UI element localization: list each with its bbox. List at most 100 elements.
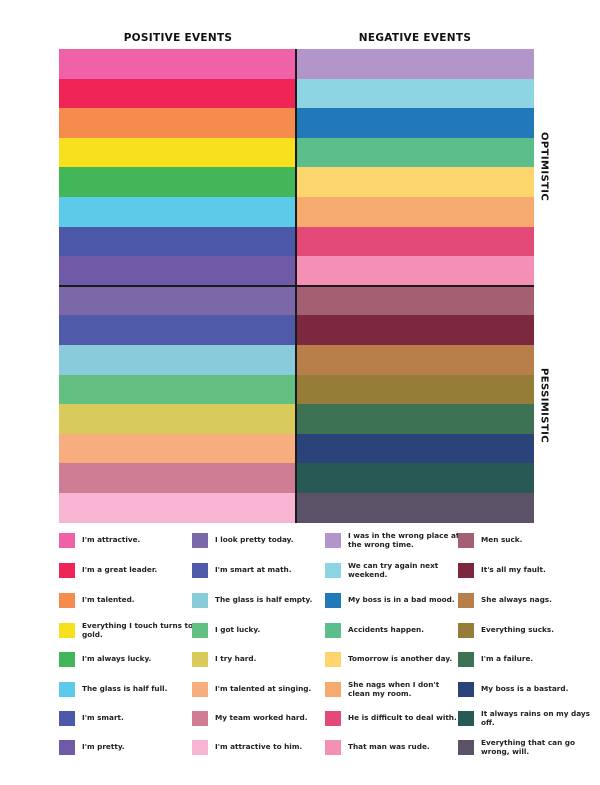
legend-swatch xyxy=(458,710,474,726)
legend-swatch xyxy=(192,710,208,726)
legend-swatch xyxy=(325,681,341,697)
color-stripe xyxy=(297,256,534,286)
color-stripe xyxy=(297,433,534,464)
color-stripe xyxy=(297,167,534,197)
legend-swatch xyxy=(59,739,75,755)
legend-label: I'm smart. xyxy=(82,713,124,723)
legend-item: I'm a great leader. xyxy=(59,557,194,583)
color-stripe xyxy=(297,493,534,523)
legend-item: The glass is half full. xyxy=(59,676,194,702)
legend-label: The glass is half full. xyxy=(82,684,168,694)
color-stripe xyxy=(297,374,534,405)
color-stripe xyxy=(59,315,295,345)
legend-item: I try hard. xyxy=(192,646,327,672)
color-stripe xyxy=(59,137,295,168)
legend-item: Everything I touch turns to gold. xyxy=(59,617,194,643)
color-stripe xyxy=(59,167,295,197)
legend-swatch xyxy=(59,622,75,638)
legend-item: Tomorrow is another day. xyxy=(325,646,460,672)
legend-swatch xyxy=(458,592,474,608)
legend-swatch xyxy=(192,681,208,697)
legend-label: It always rains on my days off. xyxy=(481,708,591,728)
legend-label: Everything I touch turns to gold. xyxy=(82,620,194,640)
color-stripe xyxy=(297,404,534,434)
color-stripe xyxy=(297,78,534,109)
legend-item: I'm talented. xyxy=(59,587,194,613)
color-stripe xyxy=(59,226,295,257)
legend-label: Tomorrow is another day. xyxy=(348,654,453,664)
legend-label: Everything sucks. xyxy=(481,625,555,635)
legend-swatch xyxy=(192,562,208,578)
legend-swatch xyxy=(325,562,341,578)
legend-swatch xyxy=(458,562,474,578)
color-stripe xyxy=(59,197,295,227)
color-stripe xyxy=(297,285,534,316)
color-stripe xyxy=(59,256,295,286)
legend-label: I got lucky. xyxy=(215,625,261,635)
legend-item: I look pretty today. xyxy=(192,527,327,553)
legend-swatch xyxy=(458,651,474,667)
color-stripe xyxy=(297,197,534,227)
legend-label: I try hard. xyxy=(215,654,257,664)
color-grid xyxy=(59,49,534,523)
legend-item: My team worked hard. xyxy=(192,705,327,731)
legend-item: I'm attractive to him. xyxy=(192,734,327,760)
legend-label: The glass is half empty. xyxy=(215,595,313,605)
legend-label: She always nags. xyxy=(481,595,552,605)
legend-item: She always nags. xyxy=(458,587,593,613)
color-stripe xyxy=(297,108,534,138)
positive-events-header: POSITIVE EVENTS xyxy=(123,32,233,44)
legend-label: I look pretty today. xyxy=(215,535,294,545)
color-stripe xyxy=(297,49,534,79)
legend-label: I'm a great leader. xyxy=(82,565,158,575)
legend-label: It's all my fault. xyxy=(481,565,546,575)
legend-item: I'm pretty. xyxy=(59,734,194,760)
legend-item: We can try again next weekend. xyxy=(325,557,460,583)
legend-item: She nags when I don't clean my room. xyxy=(325,676,460,702)
legend-swatch xyxy=(59,651,75,667)
color-stripe xyxy=(59,404,295,434)
legend-item: My boss is in a bad mood. xyxy=(325,587,460,613)
legend-label: Men suck. xyxy=(481,535,523,545)
legend-swatch xyxy=(59,562,75,578)
color-stripe xyxy=(59,374,295,405)
legend-label: My team worked hard. xyxy=(215,713,308,723)
legend-label: I'm a failure. xyxy=(481,654,534,664)
legend-swatch xyxy=(59,592,75,608)
legend-swatch xyxy=(325,710,341,726)
color-stripe xyxy=(59,345,295,375)
legend-swatch xyxy=(458,532,474,548)
legend-item: It always rains on my days off. xyxy=(458,705,593,731)
legend-swatch xyxy=(59,710,75,726)
legend-item: My boss is a bastard. xyxy=(458,676,593,702)
pessimistic-label-box: PESSIMISTIC xyxy=(536,287,552,523)
legend-swatch xyxy=(192,739,208,755)
legend-item: He is difficult to deal with. xyxy=(325,705,460,731)
legend-item: I'm always lucky. xyxy=(59,646,194,672)
legend-label: My boss is in a bad mood. xyxy=(348,595,455,605)
legend-item: Men suck. xyxy=(458,527,593,553)
legend-item: I got lucky. xyxy=(192,617,327,643)
optimistic-label: OPTIMISTIC xyxy=(538,132,550,202)
negative-events-header: NEGATIVE EVENTS xyxy=(358,32,472,44)
optimistic-label-box: OPTIMISTIC xyxy=(536,49,552,285)
legend-item: The glass is half empty. xyxy=(192,587,327,613)
color-stripe xyxy=(59,493,295,523)
legend-swatch xyxy=(458,681,474,697)
legend-swatch xyxy=(192,532,208,548)
color-stripe xyxy=(297,226,534,257)
legend-item: Everything that can go wrong, will. xyxy=(458,734,593,760)
legend-swatch xyxy=(458,739,474,755)
legend-swatch xyxy=(192,592,208,608)
color-stripe xyxy=(297,463,534,493)
color-stripe xyxy=(59,433,295,464)
legend-label: Accidents happen. xyxy=(348,625,425,635)
color-stripe xyxy=(297,345,534,375)
legend-swatch xyxy=(59,532,75,548)
legend-swatch xyxy=(325,622,341,638)
legend-item: I'm smart at math. xyxy=(192,557,327,583)
horizontal-divider xyxy=(59,285,534,287)
legend-label: I'm smart at math. xyxy=(215,565,292,575)
legend-swatch xyxy=(59,681,75,697)
legend-label: She nags when I don't clean my room. xyxy=(348,679,440,699)
